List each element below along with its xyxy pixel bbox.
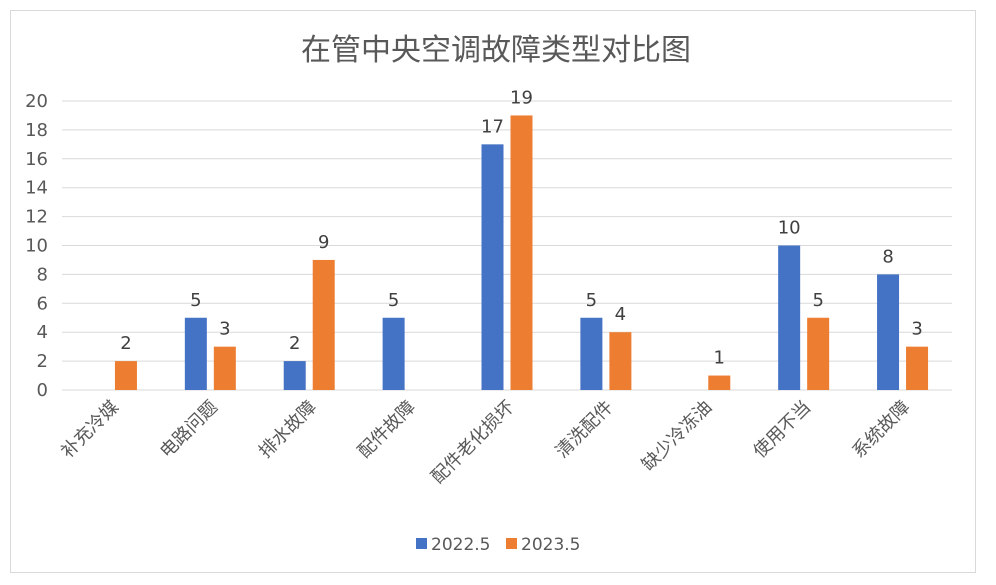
category-label: 配件故障 [354,397,420,463]
category-label: 系统故障 [848,397,914,463]
bar-2022.5-配件故障 [382,317,405,390]
category-label: 配件老化损坏 [427,397,518,488]
data-label: 17 [481,116,504,137]
y-tick-label: 14 [25,178,48,199]
category-label: 排水故障 [255,397,321,463]
legend-label: 2023.5 [521,535,580,555]
bar-2022.5-清洗配件 [580,317,603,390]
data-label: 10 [778,218,801,239]
legend-swatch [416,538,427,549]
data-label: 4 [615,304,626,325]
bar-2023.5-清洗配件 [609,332,632,390]
y-tick-label: 10 [25,236,48,257]
bar-2023.5-系统故障 [906,346,929,390]
bar-2022.5-电路问题 [184,317,207,390]
data-label: 2 [120,333,131,354]
y-axis-ticks: 0 2 4 6 8 10 12 14 16 18 20 [25,91,48,401]
data-label: 19 [510,87,533,108]
bar-2023.5-使用不当 [807,317,830,390]
bar-2023.5-补充冷媒 [114,361,137,390]
data-label: 5 [388,290,399,311]
bar-2022.5-配件老化损坏 [481,144,504,390]
data-label: 3 [219,319,230,340]
legend-swatch [506,538,517,549]
chart-title: 在管中央空调故障类型对比图 [301,33,691,68]
category-label: 缺少冷冻油 [638,397,716,475]
y-tick-label: 2 [37,351,48,372]
data-label: 1 [714,348,725,369]
data-label: 3 [911,319,922,340]
y-tick-label: 12 [25,207,48,228]
y-tick-label: 4 [37,322,48,343]
y-tick-label: 8 [37,264,48,285]
y-tick-label: 18 [25,120,48,141]
x-axis-categories: 补充冷媒 电路问题 排水故障 配件故障 配件老化损坏 清洗配件 缺少冷冻油 使用不当 系统故障 [57,397,914,488]
bars [114,115,929,390]
category-label: 清洗配件 [552,397,618,463]
data-label: 2 [289,333,300,354]
legend: 2022.5 2023.5 [416,535,580,555]
data-label: 5 [812,290,823,311]
y-tick-label: 6 [37,293,48,314]
gridlines [62,100,952,391]
bar-2022.5-系统故障 [877,274,900,390]
bar-2023.5-配件老化损坏 [510,115,533,390]
bar-2022.5-排水故障 [283,361,306,390]
y-tick-label: 16 [25,149,48,170]
bar-2023.5-电路问题 [213,346,236,390]
data-label: 5 [190,290,201,311]
bar-2023.5-排水故障 [312,259,335,390]
legend-label: 2022.5 [431,535,490,555]
chart-frame [10,10,976,573]
y-tick-label: 20 [25,91,48,112]
bar-2023.5-缺少冷冻油 [708,375,731,390]
category-label: 电路问题 [156,397,222,463]
category-label: 补充冷媒 [57,397,123,463]
data-label: 9 [318,232,329,253]
data-label: 8 [882,246,893,267]
data-label: 5 [586,290,597,311]
category-label: 使用不当 [749,397,815,463]
bar-2022.5-使用不当 [778,245,801,390]
y-tick-label: 0 [37,380,48,401]
